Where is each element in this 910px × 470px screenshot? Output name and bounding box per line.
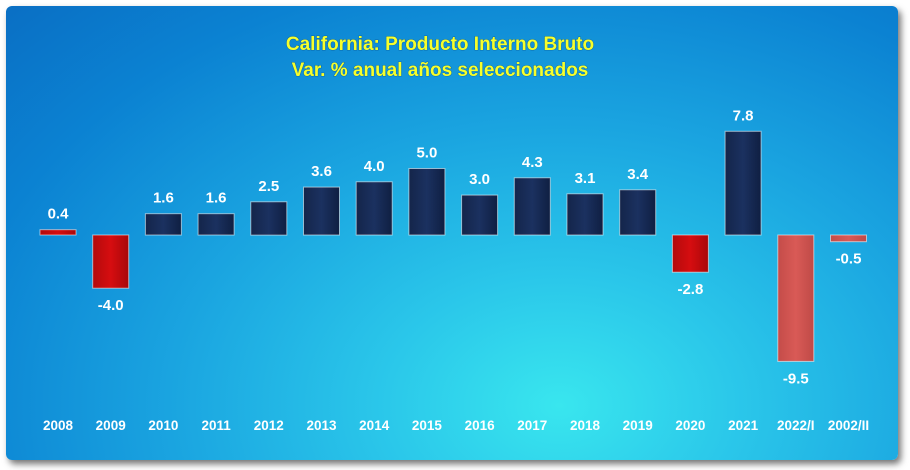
value-label-2020: -2.8 — [677, 281, 703, 298]
x-tick-label-2021: 2021 — [728, 418, 759, 433]
bar-2014 — [355, 181, 393, 236]
value-label-2010: 1.6 — [153, 190, 174, 207]
chart-subtitle: Var. % anual años seleccionados — [292, 60, 589, 81]
x-tick-label-2016: 2016 — [465, 418, 496, 433]
value-label-2009: -4.0 — [98, 297, 124, 314]
x-tick-label-2009: 2009 — [96, 418, 126, 433]
value-label-2022/I: -9.5 — [783, 370, 809, 387]
value-label-2014: 4.0 — [364, 158, 385, 175]
bars-group — [39, 130, 867, 362]
bar-2015 — [408, 168, 446, 236]
value-label-2018: 3.1 — [575, 170, 596, 187]
value-label-2016: 3.0 — [469, 171, 490, 188]
value-label-2002/II: -0.5 — [836, 251, 862, 268]
value-label-2021: 7.8 — [733, 107, 754, 124]
bar-2022/I — [777, 234, 815, 362]
bar-2011 — [197, 213, 235, 236]
x-tick-label-2022/I: 2022/I — [777, 418, 815, 433]
x-tick-labels-group: 2008 2009 2010 2011 2012 2013 2014 2015 2016 2017… — [43, 418, 869, 433]
value-label-2019: 3.4 — [627, 166, 649, 183]
x-tick-label-2015: 2015 — [412, 418, 443, 433]
x-tick-label-2013: 2013 — [306, 418, 337, 433]
bar-2010 — [144, 213, 182, 236]
bar-2021 — [724, 130, 762, 236]
bar-2017 — [513, 177, 551, 236]
x-tick-label-2011: 2011 — [201, 418, 231, 433]
bar-2009 — [92, 234, 130, 289]
bar-2002/II — [830, 234, 867, 243]
bar-2018 — [566, 193, 604, 236]
bar-2016 — [461, 194, 499, 236]
value-label-2017: 4.3 — [522, 154, 543, 171]
value-label-2013: 3.6 — [311, 163, 332, 180]
bar-2008 — [39, 229, 77, 236]
x-tick-label-2014: 2014 — [359, 418, 390, 433]
value-label-2015: 5.0 — [416, 145, 437, 162]
value-label-2011: 1.6 — [206, 190, 227, 207]
bar-2020 — [671, 234, 709, 273]
chart-panel: California: Producto Interno Bruto Var. … — [6, 6, 898, 460]
x-tick-label-2010: 2010 — [148, 418, 178, 433]
x-tick-label-2012: 2012 — [254, 418, 284, 433]
value-label-2012: 2.5 — [258, 178, 279, 195]
chart-title: California: Producto Interno Bruto — [286, 34, 594, 55]
x-tick-label-2018: 2018 — [570, 418, 601, 433]
bar-2013 — [303, 186, 340, 236]
value-label-2008: 0.4 — [48, 206, 70, 223]
x-tick-label-2008: 2008 — [43, 418, 74, 433]
x-tick-label-2002/II: 2002/II — [828, 418, 869, 433]
x-tick-label-2019: 2019 — [623, 418, 653, 433]
bar-chart: California: Producto Interno Bruto Var. … — [39, 34, 869, 433]
value-labels-group: 0.4 -4.0 1.6 1.6 2.5 3.6 4.0 5.0 3.0 4.3 3.1 3.4 -2.… — [48, 107, 862, 387]
bar-2019 — [619, 189, 657, 236]
bar-2012 — [250, 201, 288, 236]
x-tick-label-2020: 2020 — [675, 418, 705, 433]
x-tick-label-2017: 2017 — [517, 418, 547, 433]
